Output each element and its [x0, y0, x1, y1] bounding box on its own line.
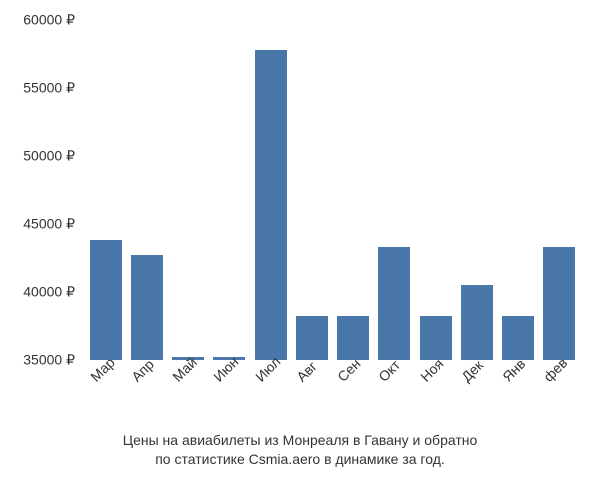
bar	[543, 247, 575, 360]
y-tick-label: 40000 ₽	[23, 284, 75, 301]
price-chart: 35000 ₽40000 ₽45000 ₽50000 ₽55000 ₽60000…	[85, 20, 580, 360]
bars-container	[85, 20, 580, 360]
x-axis: МарАпрМайИюнИюлАвгСенОктНояДекЯнвфев	[85, 365, 580, 425]
y-tick-label: 55000 ₽	[23, 80, 75, 97]
caption-line-1: Цены на авиабилеты из Монреаля в Гавану …	[123, 432, 478, 448]
bar	[90, 240, 122, 360]
caption-line-2: по статистике Csmia.aero в динамике за г…	[155, 451, 445, 467]
y-tick-label: 50000 ₽	[23, 148, 75, 165]
bar	[461, 285, 493, 360]
y-tick-label: 45000 ₽	[23, 216, 75, 233]
bar	[255, 50, 287, 360]
y-tick-label: 35000 ₽	[23, 352, 75, 369]
plot-area	[85, 20, 580, 360]
chart-caption: Цены на авиабилеты из Монреаля в Гавану …	[0, 431, 600, 470]
bar	[378, 247, 410, 360]
y-axis: 35000 ₽40000 ₽45000 ₽50000 ₽55000 ₽60000…	[15, 20, 80, 360]
bar	[131, 255, 163, 360]
y-tick-label: 60000 ₽	[23, 12, 75, 29]
